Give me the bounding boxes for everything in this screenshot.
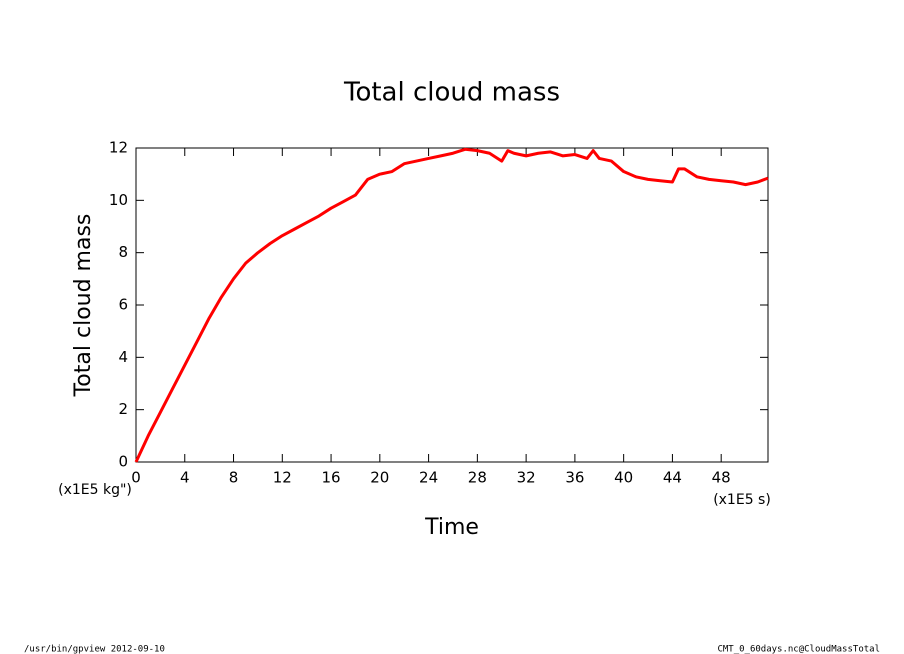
x-tick-label: 48 [712, 469, 731, 487]
x-tick-label: 32 [517, 469, 536, 487]
x-tick-label: 12 [273, 469, 292, 487]
x-tick-label: 0 [131, 469, 141, 487]
y-tick-label: 6 [118, 296, 128, 314]
x-tick-label: 16 [322, 469, 341, 487]
x-tick-label: 44 [663, 469, 682, 487]
x-tick-label: 8 [229, 469, 239, 487]
x-tick-label: 40 [614, 469, 633, 487]
footer-left: /usr/bin/gpview 2012-09-10 [24, 645, 165, 654]
x-tick-label: 24 [419, 469, 438, 487]
x-tick-label: 20 [370, 469, 389, 487]
y-tick-label: 8 [118, 243, 128, 261]
data-line [134, 147, 769, 463]
y-tick-label: 10 [109, 191, 128, 209]
plot-frame [135, 147, 769, 463]
x-axis-label: Time [424, 515, 479, 540]
x-tick-label: 36 [565, 469, 584, 487]
y-tick-label: 2 [118, 400, 128, 418]
y-tick-label: 0 [118, 453, 128, 471]
x-unit: (x1E5 s) [713, 492, 771, 508]
y-axis-label: Total cloud mass [71, 214, 96, 398]
y-tick-label: 12 [109, 139, 128, 157]
y-unit: (x1E5 kg") [58, 482, 132, 498]
x-tick-label: 4 [180, 469, 190, 487]
chart-title: Total cloud mass [343, 78, 560, 108]
footer-right: CMT_0_60days.nc@CloudMassTotal [717, 645, 880, 654]
x-tick-label: 28 [468, 469, 487, 487]
y-tick-label: 4 [118, 348, 128, 366]
